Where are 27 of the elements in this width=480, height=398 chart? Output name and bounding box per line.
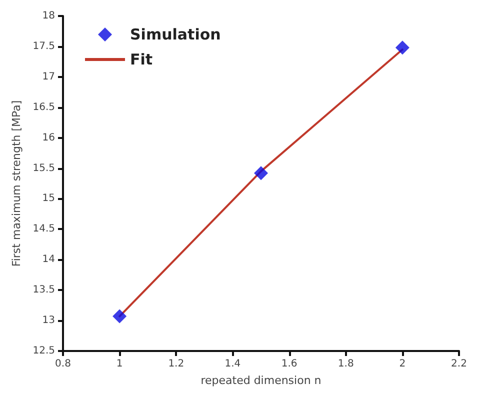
y-axis-title: First maximum strength [MPa] — [10, 100, 23, 267]
y-tick-label: 15.5 — [32, 162, 55, 174]
x-tick-label: 1.2 — [168, 358, 184, 370]
legend-label: Simulation — [130, 26, 221, 44]
x-tick-label: 2.2 — [451, 358, 467, 370]
y-tick-label: 14.5 — [32, 224, 55, 235]
point — [254, 166, 268, 180]
x-axis-title: repeated dimension n — [200, 374, 322, 387]
x-tick-label: 1.8 — [338, 358, 354, 370]
x-tick-label: 1 — [116, 358, 123, 370]
y-tick-label: 17.5 — [32, 40, 55, 52]
y-tick-label: 16 — [42, 132, 55, 144]
x-tick-label: 1.6 — [281, 358, 298, 370]
y-tick-label: 16.5 — [32, 102, 55, 113]
x-tick-label: 0.8 — [55, 358, 71, 370]
y-tick-label: 18 — [42, 10, 55, 22]
y-tick-label: 12.5 — [32, 346, 55, 356]
y-tick-label: 17 — [42, 71, 55, 82]
y-tick-label: 15 — [42, 193, 55, 204]
y-tick-label: 13 — [42, 315, 55, 326]
x-tick-label: 2 — [399, 358, 406, 370]
point — [112, 309, 127, 324]
point — [395, 40, 410, 55]
x-tick-label: 1.4 — [224, 358, 241, 370]
legend-label: Fit — [130, 50, 153, 68]
y-tick-label: 13.5 — [32, 284, 55, 296]
y-tick-label: 14 — [42, 254, 55, 266]
